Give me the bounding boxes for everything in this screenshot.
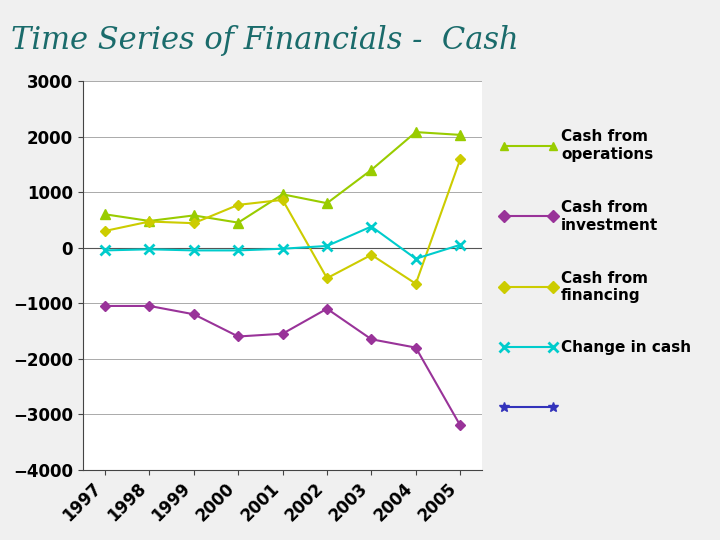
Text: Cash from
operations: Cash from operations (561, 130, 654, 162)
Text: Change in cash: Change in cash (561, 340, 691, 355)
Text: Cash from
financing: Cash from financing (561, 271, 648, 303)
Text: Time Series of Financials -  Cash: Time Series of Financials - Cash (11, 25, 518, 56)
Text: Cash from
investment: Cash from investment (561, 200, 658, 233)
